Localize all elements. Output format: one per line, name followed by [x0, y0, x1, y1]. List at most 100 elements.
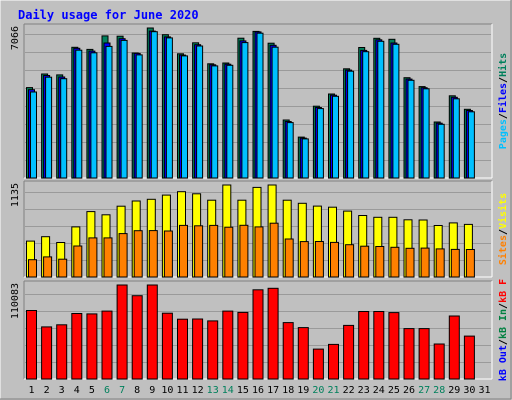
bar-pages-day-15	[241, 42, 249, 179]
x-tick-label-2: 2	[44, 385, 50, 396]
x-tick-label-24: 24	[373, 385, 385, 396]
bar-sites-day-22	[345, 244, 355, 278]
x-tick-label-17: 17	[267, 385, 279, 396]
x-tick-label-8: 8	[134, 385, 140, 396]
x-tick-label-6: 6	[104, 385, 110, 396]
bar-kb-f-day-5	[86, 313, 98, 380]
bar-pages-day-12	[196, 45, 204, 179]
bar-pages-day-20	[316, 108, 324, 179]
bar-kb-f-day-19	[297, 327, 309, 380]
x-tick-label-9: 9	[149, 385, 155, 396]
bar-pages-day-17	[271, 46, 279, 179]
x-tick-label-5: 5	[89, 385, 95, 396]
y-max-label: 1135	[10, 183, 21, 207]
bar-kb-f-day-17	[267, 287, 279, 380]
bar-pages-day-29	[452, 98, 460, 179]
bar-sites-day-1	[28, 259, 37, 278]
x-tick-label-27: 27	[418, 385, 430, 396]
x-tick-label-30: 30	[463, 385, 475, 396]
x-tick-label-21: 21	[327, 385, 339, 396]
bar-sites-day-16	[254, 226, 264, 278]
x-tick-label-20: 20	[312, 385, 324, 396]
bar-sites-day-15	[239, 224, 249, 278]
x-tick-label-7: 7	[119, 385, 125, 396]
bar-pages-day-14	[226, 64, 234, 179]
bar-kb-f-day-28	[433, 343, 445, 380]
x-tick-label-18: 18	[282, 385, 294, 396]
bar-kb-f-day-18	[282, 322, 294, 380]
x-tick-label-22: 22	[343, 385, 355, 396]
bar-sites-day-17	[269, 222, 279, 278]
bar-sites-day-6	[103, 237, 113, 278]
chart-panels: 7066Pages/Files/Hits1135Sites/Visits1100…	[10, 23, 509, 381]
bar-pages-day-2	[45, 76, 53, 179]
x-tick-label-26: 26	[403, 385, 415, 396]
bar-kb-f-day-23	[358, 311, 370, 380]
bar-kb-f-day-6	[101, 310, 113, 380]
x-axis-labels: 1 2 3 4 5 6 7 8 9 10 11 12 13 14 15 16 17 18 19 20 21 22 23 24 2…	[28, 385, 490, 396]
bar-kb-f-day-3	[56, 324, 68, 380]
legend-separator: /	[498, 229, 509, 235]
bar-kb-f-day-8	[131, 295, 143, 380]
legend-item-hits: Hits	[497, 53, 509, 77]
legend-item-pages: Pages	[498, 119, 509, 149]
legend-item-files: Files	[497, 83, 509, 113]
bar-kb-f-day-16	[252, 289, 264, 380]
bar-sites-day-21	[330, 241, 339, 278]
bar-pages-day-5	[90, 52, 98, 179]
y-max-label: 110083	[10, 283, 21, 319]
bar-pages-day-27	[422, 88, 430, 179]
bar-pages-day-4	[75, 49, 83, 179]
x-tick-label-16: 16	[252, 385, 264, 396]
x-tick-label-31: 31	[478, 385, 490, 396]
bar-pages-day-8	[135, 54, 143, 179]
legend-item-kb-in: kB In	[498, 309, 509, 339]
x-tick-label-10: 10	[161, 385, 173, 396]
bar-pages-day-19	[301, 138, 309, 179]
bar-sites-day-28	[435, 248, 445, 278]
bar-pages-day-10	[165, 37, 173, 179]
x-tick-label-25: 25	[388, 385, 400, 396]
x-tick-label-23: 23	[358, 385, 370, 396]
bar-pages-day-11	[181, 55, 188, 179]
bar-kb-f-day-21	[328, 343, 339, 380]
bar-kb-f-day-24	[373, 311, 385, 380]
bar-sites-day-10	[163, 230, 173, 278]
legend-separator: /	[498, 77, 509, 83]
bar-kb-f-day-29	[448, 315, 460, 380]
legend-item-sites: Sites	[497, 235, 509, 265]
bar-sites-day-12	[194, 225, 204, 278]
bar-pages-day-9	[150, 31, 158, 179]
bar-sites-day-13	[209, 224, 219, 278]
bar-sites-day-19	[299, 241, 309, 278]
legend-separator: /	[498, 303, 509, 309]
bar-pages-day-24	[377, 40, 385, 179]
bar-pages-day-21	[332, 95, 339, 179]
bar-pages-day-22	[347, 70, 355, 179]
bar-sites-day-3	[58, 258, 68, 278]
bar-sites-day-8	[133, 230, 143, 278]
bar-pages-day-16	[256, 32, 264, 179]
bar-sites-day-14	[224, 226, 234, 278]
bar-kb-f-day-10	[161, 312, 173, 380]
x-tick-label-29: 29	[448, 385, 460, 396]
bar-kb-f-day-1	[26, 310, 37, 380]
bar-pages-day-30	[467, 111, 475, 179]
legend-item-kb-out: kB Out	[498, 345, 509, 381]
bar-sites-day-24	[375, 246, 385, 278]
bar-kb-f-day-14	[222, 310, 234, 380]
bar-kb-f-day-7	[116, 284, 128, 380]
bar-pages-day-3	[60, 78, 68, 179]
bar-sites-day-25	[390, 246, 400, 278]
bar-pages-day-25	[392, 43, 400, 179]
bar-kb-f-day-13	[207, 320, 219, 380]
bar-sites-day-11	[179, 224, 188, 278]
bar-kb-f-day-2	[41, 326, 53, 380]
legend-separator: /	[498, 113, 509, 119]
x-tick-label-19: 19	[297, 385, 309, 396]
bar-sites-day-23	[360, 245, 370, 278]
x-tick-label-13: 13	[207, 385, 219, 396]
legend-hits-files-pages: Pages/Files/Hits	[497, 53, 509, 149]
